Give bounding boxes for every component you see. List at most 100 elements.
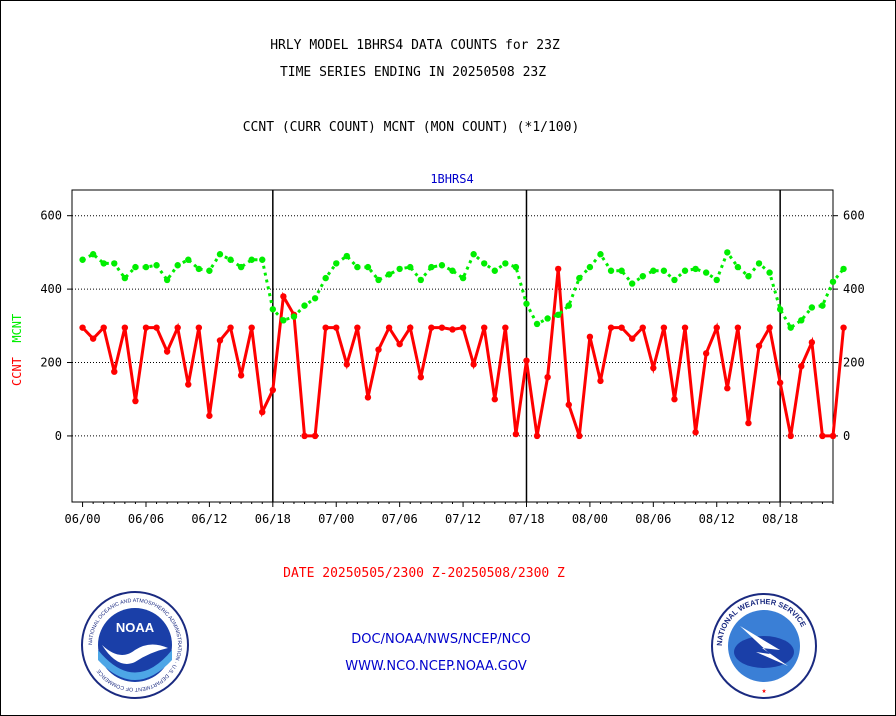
data-point-ccnt [185, 381, 192, 388]
data-point-ccnt [776, 379, 784, 386]
data-point-ccnt [724, 385, 731, 392]
data-point-mcnt [417, 276, 424, 284]
data-point-ccnt [417, 374, 424, 381]
data-point-mcnt [523, 300, 530, 307]
data-point-ccnt [576, 432, 583, 440]
data-point-mcnt [618, 267, 625, 274]
x-tick-label: 07/18 [508, 512, 544, 526]
data-point-mcnt [766, 269, 773, 276]
series-line-mcnt [81, 249, 845, 330]
data-point-mcnt [301, 302, 308, 309]
data-point-mcnt [734, 263, 742, 271]
x-tick-label: 06/06 [128, 512, 164, 526]
data-point-ccnt [459, 324, 467, 331]
data-point-ccnt [554, 265, 562, 273]
data-point-ccnt [195, 324, 203, 331]
data-point-mcnt [808, 304, 816, 311]
data-point-mcnt [259, 256, 266, 263]
data-point-ccnt [89, 335, 97, 342]
data-point-ccnt [618, 324, 625, 331]
data-point-ccnt [438, 324, 446, 331]
nws-logo: NATIONAL WEATHER SERVICE ★ [711, 593, 817, 699]
y-tick-label-right: 400 [843, 282, 865, 296]
x-tick-label: 06/12 [191, 512, 227, 526]
data-point-ccnt [227, 324, 234, 331]
data-point-mcnt [755, 260, 763, 267]
data-point-mcnt [554, 311, 562, 318]
data-point-mcnt [607, 267, 615, 274]
star-icon: ★ [762, 686, 767, 695]
data-point-mcnt [142, 263, 150, 271]
data-point-ccnt [163, 348, 171, 355]
data-point-ccnt [153, 324, 160, 331]
data-point-ccnt [470, 361, 477, 368]
data-point-mcnt [829, 278, 837, 285]
data-point-ccnt [301, 432, 308, 440]
data-point-ccnt [364, 394, 372, 401]
data-point-ccnt [343, 361, 351, 368]
data-point-mcnt [713, 276, 720, 284]
data-point-mcnt [702, 269, 710, 276]
y-tick-label-left: 400 [40, 282, 62, 296]
data-point-mcnt [671, 276, 678, 284]
data-point-mcnt [512, 263, 520, 271]
data-point-ccnt [586, 333, 594, 341]
data-point-mcnt [787, 324, 794, 331]
data-point-ccnt [671, 396, 678, 403]
data-point-mcnt [280, 317, 287, 324]
data-point-ccnt [787, 432, 794, 440]
x-tick-label: 08/06 [635, 512, 671, 526]
x-tick-label: 08/00 [572, 512, 608, 526]
x-tick-label: 07/00 [318, 512, 354, 526]
y-tick-label-right: 200 [843, 356, 865, 370]
data-point-mcnt [206, 267, 213, 274]
data-point-mcnt [776, 306, 784, 313]
data-point-mcnt [364, 263, 372, 271]
data-point-mcnt [343, 252, 351, 260]
data-point-mcnt [628, 280, 636, 287]
data-point-ccnt [702, 350, 710, 357]
noaa-logo: NOAA NATIONAL OCEANIC AND ATMOSPHERIC AD… [81, 591, 189, 699]
data-point-mcnt [660, 267, 668, 274]
footer-url[interactable]: WWW.NCO.NCEP.NOAA.GOV [345, 659, 527, 674]
data-point-mcnt [248, 256, 255, 263]
data-point-mcnt [639, 273, 646, 280]
data-point-ccnt [396, 340, 403, 348]
data-point-ccnt [248, 324, 255, 331]
data-point-ccnt [121, 324, 129, 331]
x-tick-label: 08/18 [762, 512, 798, 526]
x-tick-label: 06/18 [255, 512, 291, 526]
data-point-ccnt [375, 346, 382, 353]
data-point-mcnt [459, 274, 467, 282]
noaa-logo-text: NOAA [116, 620, 155, 635]
data-point-ccnt [311, 432, 319, 440]
data-point-mcnt [586, 263, 594, 271]
data-point-mcnt [333, 260, 340, 267]
data-point-mcnt [185, 256, 192, 263]
data-point-mcnt [396, 265, 403, 273]
data-point-mcnt [650, 267, 657, 274]
data-point-ccnt [111, 368, 118, 375]
y-tick-label-right: 600 [843, 209, 865, 223]
data-point-ccnt [734, 324, 742, 331]
data-point-mcnt [79, 256, 86, 263]
data-point-ccnt [132, 397, 139, 405]
data-point-ccnt [533, 432, 541, 440]
footer-org[interactable]: DOC/NOAA/NWS/NCEP/NCO [351, 632, 531, 647]
data-point-mcnt [692, 265, 699, 273]
data-point-ccnt [840, 324, 847, 331]
data-point-mcnt [491, 267, 498, 274]
data-point-mcnt [798, 317, 805, 324]
data-point-mcnt [227, 256, 234, 263]
data-point-ccnt [407, 324, 414, 331]
data-point-mcnt [195, 265, 203, 273]
x-tick-label: 07/06 [382, 512, 418, 526]
data-point-mcnt [502, 260, 509, 267]
data-point-ccnt [639, 324, 646, 331]
chart-title-line1: HRLY MODEL 1BHRS4 DATA COUNTS for 23Z [270, 38, 560, 53]
data-point-ccnt [766, 324, 773, 331]
data-point-ccnt [322, 324, 329, 331]
data-point-ccnt [660, 324, 668, 331]
data-point-ccnt [650, 364, 657, 372]
data-point-ccnt [745, 419, 752, 427]
